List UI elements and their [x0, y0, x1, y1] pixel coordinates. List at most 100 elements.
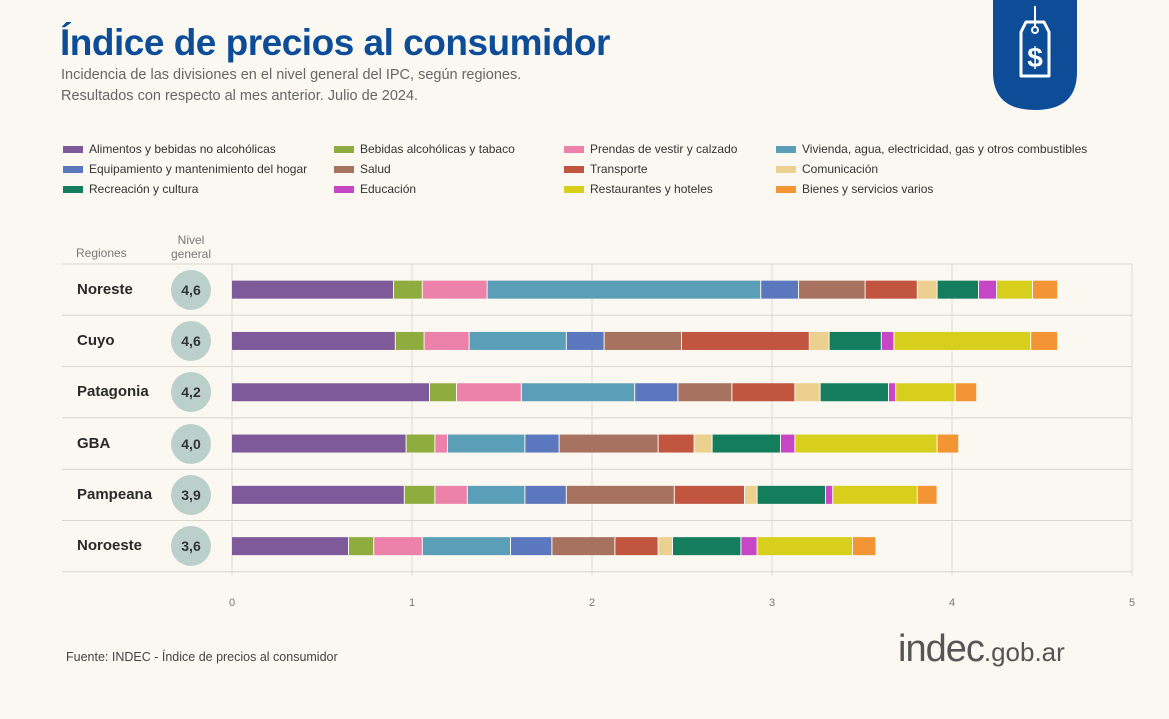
- x-tick-label: 2: [589, 597, 595, 609]
- bar-segment: [865, 280, 917, 299]
- bar-segment: [566, 485, 674, 504]
- legend-swatch: [564, 185, 584, 193]
- bar-segment: [404, 485, 435, 504]
- bar-segment: [894, 331, 1031, 350]
- bar-segment: [232, 434, 406, 453]
- bar-segment: [781, 434, 795, 453]
- bar-segment: [889, 383, 896, 402]
- legend-label: Equipamiento y mantenimiento del hogar: [89, 162, 308, 176]
- bar-segment: [795, 434, 937, 453]
- bar-segment: [917, 280, 937, 299]
- level-header: Nivel general: [166, 233, 216, 261]
- bar-segment: [374, 537, 422, 556]
- legend-label: Educación: [360, 182, 417, 196]
- price-tag-dollar-icon: $: [993, 0, 1077, 110]
- bar-segment: [566, 331, 604, 350]
- legend-item: Prendas de vestir y calzado: [564, 142, 737, 156]
- level-header-line-1: Nivel: [177, 233, 205, 247]
- bar-segment: [435, 485, 467, 504]
- legend-item: Transporte: [564, 162, 648, 176]
- source-note: Fuente: INDEC - Índice de precios al con…: [66, 650, 338, 664]
- bar-segment: [232, 485, 404, 504]
- subtitle-line-1: Incidencia de las divisiones en el nivel…: [61, 67, 522, 83]
- bar-segment: [635, 383, 678, 402]
- bar-segment: [997, 280, 1032, 299]
- bar-segment: [457, 383, 521, 402]
- bar-segment: [799, 280, 865, 299]
- bar-segment: [424, 331, 469, 350]
- regions-header: Regiones: [76, 246, 127, 260]
- legend-swatch: [63, 165, 83, 173]
- legend-swatch: [776, 145, 796, 153]
- bar-segment: [881, 331, 894, 350]
- legend-label: Recreación y cultura: [89, 182, 199, 196]
- legend-item: Restaurantes y hoteles: [564, 182, 713, 196]
- legend-item: Equipamiento y mantenimiento del hogar: [63, 162, 307, 176]
- bar-segment: [732, 383, 795, 402]
- x-tick-label: 1: [409, 597, 415, 609]
- legend-label: Prendas de vestir y calzado: [590, 142, 738, 156]
- legend-swatch: [63, 185, 83, 193]
- legend-label: Comunicación: [802, 162, 879, 176]
- legend-label: Bebidas alcohólicas y tabaco: [360, 142, 515, 156]
- bar-segment: [682, 331, 809, 350]
- bar-segment: [937, 434, 959, 453]
- legend-item: Alimentos y bebidas no alcohólicas: [63, 142, 276, 156]
- bar-segment: [467, 485, 525, 504]
- bar-segment: [615, 537, 658, 556]
- legend-item: Comunicación: [776, 162, 878, 176]
- region-label: Pampeana: [77, 485, 153, 503]
- svg-text:$: $: [1027, 42, 1043, 73]
- level-circle: 3,9: [171, 474, 211, 515]
- region-label: Noreste: [77, 280, 133, 298]
- bar-segment: [349, 537, 374, 556]
- level-circle: 3,6: [171, 526, 211, 567]
- bar-segment: [521, 383, 635, 402]
- level-circle: 4,2: [171, 372, 211, 413]
- bar-segment: [761, 280, 798, 299]
- legend-swatch: [564, 165, 584, 173]
- legend-label: Salud: [360, 162, 391, 176]
- bar-segment: [469, 331, 566, 350]
- x-tick-label: 4: [949, 597, 955, 609]
- legend-label: Restaurantes y hoteles: [590, 182, 713, 196]
- logo-main: indec: [898, 628, 985, 670]
- bar-segment: [937, 280, 978, 299]
- bar-segment: [955, 383, 977, 402]
- legend-item: Bebidas alcohólicas y tabaco: [334, 142, 515, 156]
- level-header-line-2: general: [170, 247, 212, 261]
- bar-segment: [694, 434, 712, 453]
- bar-segment: [394, 280, 422, 299]
- level-circle: 4,6: [171, 320, 211, 361]
- legend-swatch: [776, 185, 796, 193]
- legend-swatch: [776, 165, 796, 173]
- logo-suffix: .gob.ar: [983, 637, 1065, 667]
- legend-item: Educación: [334, 182, 416, 196]
- indec-logo: indec.gob.ar: [898, 628, 1065, 671]
- bar-segment: [979, 280, 996, 299]
- legend-swatch: [63, 145, 83, 153]
- bar-segment: [674, 485, 744, 504]
- legend-label: Alimentos y bebidas no alcohólicas: [89, 142, 276, 156]
- bar-segment: [853, 537, 876, 556]
- bar-segment: [745, 485, 757, 504]
- bar-segment: [658, 537, 672, 556]
- x-tick-label: 3: [769, 597, 775, 609]
- bar-segment: [757, 485, 825, 504]
- bar-segment: [232, 280, 393, 299]
- bar-segment: [917, 485, 937, 504]
- bar-segment: [757, 537, 852, 556]
- legend-swatch: [334, 145, 354, 153]
- region-label: Noroeste: [77, 537, 143, 555]
- bar-segment: [525, 434, 559, 453]
- bar-segment: [430, 383, 456, 402]
- bar-segment: [511, 537, 552, 556]
- bar-segment: [552, 537, 615, 556]
- bar-segment: [678, 383, 732, 402]
- legend-item: Recreación y cultura: [63, 182, 198, 196]
- legend-label: Vivienda, agua, electricidad, gas y otro…: [802, 142, 1088, 156]
- subtitle-line-2: Resultados con respecto al mes anterior.…: [61, 88, 419, 104]
- bar-segment: [826, 485, 833, 504]
- bar-segment: [487, 280, 761, 299]
